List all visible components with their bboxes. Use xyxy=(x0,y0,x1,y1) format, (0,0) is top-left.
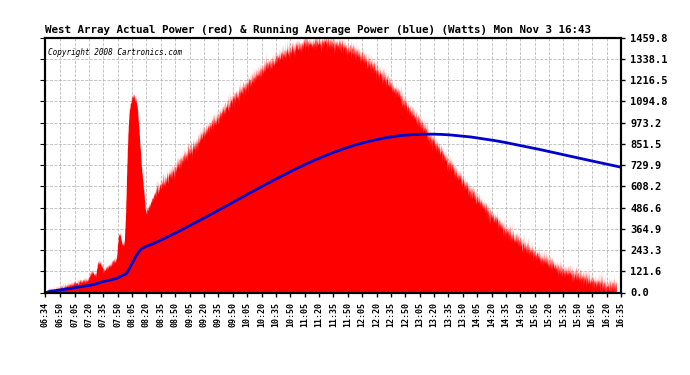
Text: West Array Actual Power (red) & Running Average Power (blue) (Watts) Mon Nov 3 1: West Array Actual Power (red) & Running … xyxy=(45,25,591,35)
Text: Copyright 2008 Cartronics.com: Copyright 2008 Cartronics.com xyxy=(48,48,182,57)
